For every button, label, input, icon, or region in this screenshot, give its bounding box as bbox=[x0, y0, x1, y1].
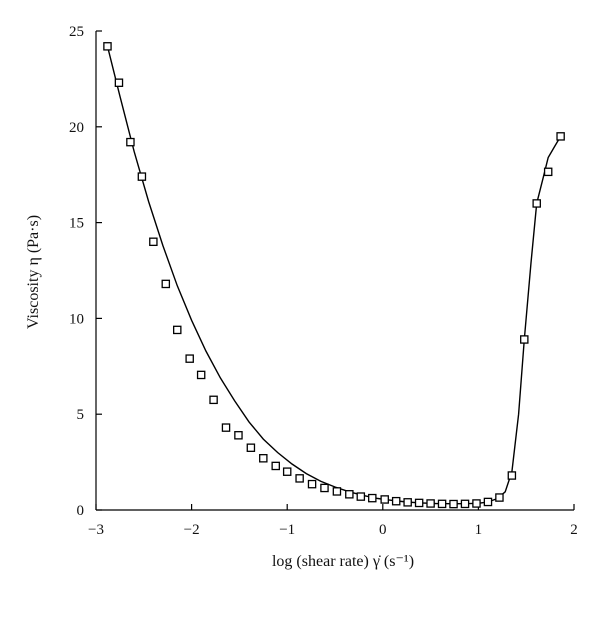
data-point-marker bbox=[173, 325, 182, 335]
x-tick-label: 0 bbox=[379, 522, 387, 538]
y-tick-label: 20 bbox=[69, 120, 84, 136]
x-tick-label: 2 bbox=[570, 522, 578, 538]
data-point-marker bbox=[332, 487, 342, 496]
data-point-marker bbox=[543, 167, 553, 177]
data-point-marker bbox=[414, 498, 424, 508]
data-point-marker bbox=[307, 479, 317, 489]
data-point-marker bbox=[320, 483, 329, 493]
data-point-marker bbox=[507, 471, 517, 480]
data-point-marker bbox=[449, 499, 458, 509]
y-tick-label: 25 bbox=[69, 24, 84, 40]
data-point-marker bbox=[520, 335, 529, 344]
data-point-marker bbox=[532, 199, 541, 208]
x-tick-label: 1 bbox=[475, 522, 483, 538]
plot-axes bbox=[95, 31, 574, 511]
data-point-marker bbox=[126, 137, 135, 147]
y-tick-label: 0 bbox=[77, 503, 85, 519]
data-point-marker bbox=[483, 497, 493, 507]
data-point-marker bbox=[185, 354, 194, 363]
data-point-marker bbox=[368, 493, 377, 503]
data-point-marker bbox=[426, 499, 435, 508]
x-tick-label: −2 bbox=[184, 522, 200, 538]
data-point-marker bbox=[246, 443, 256, 452]
data-point-marker bbox=[161, 279, 171, 289]
y-tick-label: 15 bbox=[69, 216, 84, 232]
x-tick-label: −3 bbox=[88, 522, 104, 538]
data-point-marker bbox=[391, 496, 401, 506]
data-point-marker bbox=[103, 42, 112, 51]
data-point-marker bbox=[356, 492, 366, 501]
data-point-marker bbox=[271, 461, 280, 471]
data-point-marker bbox=[259, 454, 268, 463]
data-point-marker bbox=[209, 395, 218, 405]
data-point-marker bbox=[460, 499, 470, 509]
data-point-marker bbox=[282, 467, 292, 476]
data-point-marker bbox=[137, 172, 147, 181]
y-tick-label: 10 bbox=[69, 311, 84, 327]
data-point-marker bbox=[234, 431, 243, 440]
y-axis-title: Viscosity η (Pa·s) bbox=[25, 215, 42, 329]
data-point-marker bbox=[295, 474, 304, 483]
data-point-marker bbox=[472, 499, 481, 508]
data-point-marker bbox=[345, 490, 354, 499]
data-point-marker bbox=[495, 493, 504, 502]
data-point-marker bbox=[114, 78, 124, 87]
fitted-curve-line bbox=[106, 46, 562, 505]
x-axis-title: log (shear rate) γ̇ (s⁻¹) bbox=[272, 553, 414, 570]
x-tick-label: −1 bbox=[279, 522, 295, 538]
data-point-marker bbox=[437, 499, 447, 509]
data-point-marker bbox=[556, 132, 565, 141]
data-point-marker bbox=[149, 237, 158, 247]
y-tick-label: 5 bbox=[77, 407, 85, 423]
data-point-marker bbox=[221, 423, 231, 432]
data-point-marker bbox=[196, 370, 206, 380]
data-point-marker bbox=[380, 495, 389, 504]
data-point-marker bbox=[403, 498, 412, 507]
data-markers bbox=[103, 42, 565, 509]
